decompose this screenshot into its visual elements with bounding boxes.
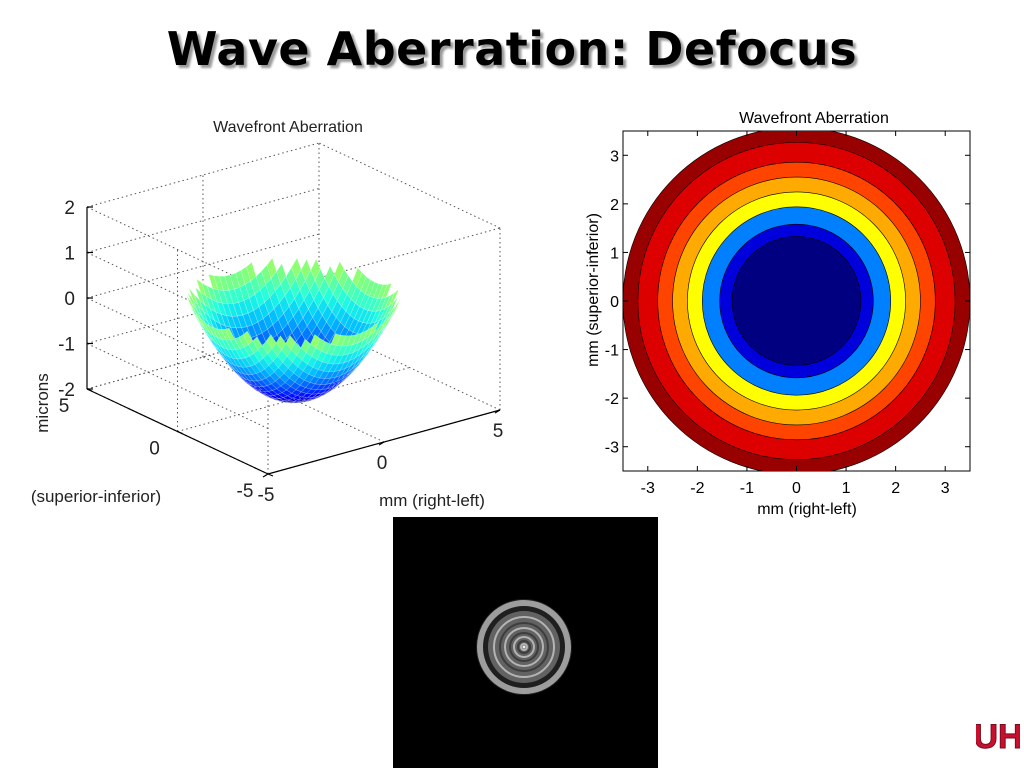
contour-y-label: mm (superior-inferior) [585,213,602,367]
surface-z-tick: -2 [58,380,75,401]
surface-tick-labels: -5 0 5 -5 0 5 2 1 0 -1 -2 [58,198,503,506]
contour-plot: -3 -2 -1 0 1 2 3 3 2 1 0 -1 -2 -3 Wavefront Aberratio… [585,110,971,518]
psf-ring [477,600,571,694]
psf-image [393,517,658,768]
surface-z-tick: -1 [58,335,75,356]
contour-y-tick: -1 [605,343,619,360]
surface-front-axes [86,206,501,478]
surface-y-label: (superior-inferior) [31,487,161,506]
contour-y-tick: 3 [610,148,619,165]
contour-fills [623,131,970,471]
surface-y-tick: 5 [59,396,70,417]
contour-title: Wavefront Aberration [739,110,889,127]
surface-x-label: mm (right-left) [379,491,485,510]
surface-x-tick: -5 [258,485,275,506]
contour-x-label: mm (right-left) [757,501,857,518]
psf-ring [517,640,531,654]
psf-rings [476,599,572,695]
contour-x-tick: 3 [941,480,950,497]
surface-z-tick: 0 [64,289,75,310]
contour-x-tick: -1 [740,480,754,497]
psf-ring [509,632,539,662]
surface-mesh [186,257,401,404]
contour-y-tick: -2 [605,391,619,408]
surface-y-tick: 0 [149,439,160,460]
surface-z-tick: 2 [64,198,75,219]
contour-y-tick: -3 [605,440,619,457]
university-of-houston-logo: UH [976,718,1020,757]
contour-y-tick: 1 [610,245,619,262]
contour-ticks: -3 -2 -1 0 1 2 3 3 2 1 0 -1 -2 -3 [605,131,970,497]
contour-x-tick: 1 [842,480,851,497]
psf-ring [493,616,555,678]
surface-y-tick: -5 [237,481,254,502]
contour-y-tick: 2 [610,197,619,214]
surface-title: Wavefront Aberration [213,119,363,136]
contour-x-tick: 0 [792,480,801,497]
psf-ring [499,622,549,672]
psf-ring [520,643,528,651]
contour-x-tick: 2 [891,480,900,497]
logo-text: UH [976,718,1020,756]
contour-x-tick: -3 [641,480,655,497]
psf-ring [513,636,535,658]
surface-z-tick: 1 [64,244,75,265]
slide-title: Wave Aberration: Defocus [166,22,858,76]
psf-ring [504,627,544,667]
surface-plot: Wavefront Aberration microns mm (right-l… [31,119,503,510]
contour-y-tick: 0 [610,294,619,311]
contour-band [731,236,862,366]
surface-x-tick: 0 [377,453,388,474]
psf-center [522,645,526,649]
surface-x-tick: 5 [493,421,504,442]
surface-z-label: microns [33,373,52,433]
contour-x-tick: -2 [690,480,704,497]
